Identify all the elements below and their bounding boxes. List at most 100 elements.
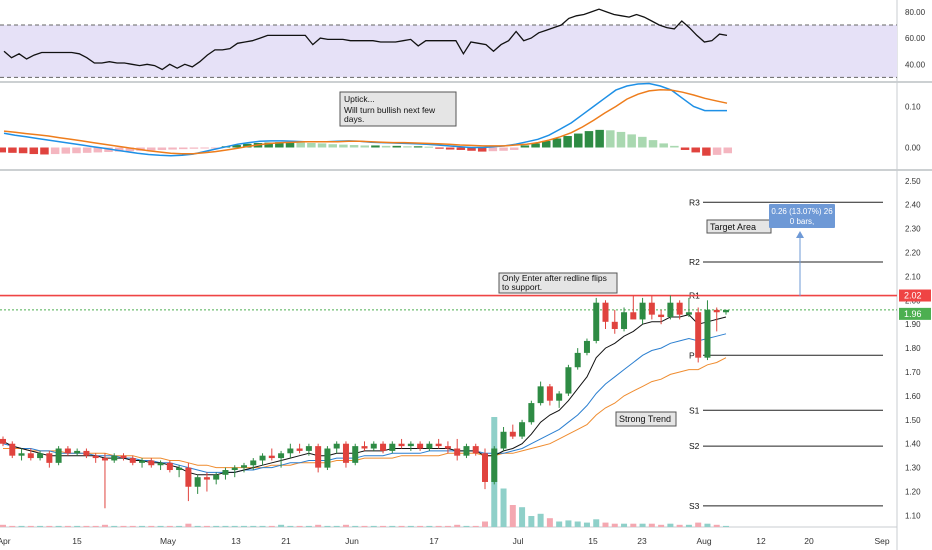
volume-bar [519,507,526,527]
volume-bar [185,523,192,527]
price-tick-label: 1.50 [905,416,921,425]
candle-body [667,302,674,318]
macd-histogram-bar [467,147,476,151]
volume-bar [463,525,470,527]
macd-histogram-bar [509,147,519,150]
time-tick-label: 15 [72,536,82,546]
strong-trend-note[interactable]: Strong Trend [615,411,677,427]
volume-bar [398,525,405,527]
candle-body [0,438,6,444]
measure-tool[interactable]: 0.26 (13.07%) 26 0 bars, [769,204,835,296]
candle-body [203,477,210,480]
volume-bar [723,525,729,527]
macd-histogram-bar [520,145,530,148]
macd-histogram-bar [146,147,156,151]
strong-trend-label: Strong Trend [619,414,671,424]
time-tick-label: 12 [756,536,766,546]
volume-bar [435,525,442,527]
macd-histogram-bar [285,142,295,148]
last-price-tag: 1.96 [899,307,931,320]
candle-body [583,340,590,353]
volume-bar [259,525,266,527]
macd-histogram-bar [29,147,39,155]
volume-bar [352,525,359,527]
candle-body [194,477,201,487]
pivot-label-r2: R2 [689,257,700,267]
macd-histogram-bar [371,145,380,148]
candle-body [361,446,368,449]
macd-note[interactable]: Uptick... Will turn bullish next few day… [339,91,457,128]
volume-bar [528,516,535,527]
candle-body [537,386,544,404]
candle-body [27,453,34,459]
time-tick-label: 21 [281,536,291,546]
macd-histogram-bar [670,145,679,148]
volume-bar [27,525,34,527]
macd-histogram-bar [531,143,540,148]
candle-body [472,446,479,454]
volume-bar [704,523,711,527]
macd-histogram-bar [307,142,316,148]
price-tick-label: 1.30 [905,464,921,473]
macd-histogram-bar [114,147,124,152]
candle-body [296,448,303,451]
candle-body [315,446,322,468]
candle-body [528,403,535,423]
volume-bar [621,523,628,527]
time-tick-label: Apr [0,536,11,546]
macd-histogram-bar [360,145,369,148]
macd-histogram-bar [93,147,103,153]
candle-body [185,467,192,487]
macd-histogram-bar [61,147,71,154]
volume-bar [342,524,349,527]
volume-bar [556,521,563,527]
price-tick-label: 1.10 [905,511,921,520]
volume-bar [139,525,146,527]
rsi-band [0,24,897,78]
candle-body [444,446,451,449]
macd-histogram-bar [659,143,668,148]
volume-bar [315,524,322,527]
volume-bar [129,525,136,527]
candle-body [565,367,572,394]
candle-body [101,458,108,461]
candle-body [148,460,155,466]
time-tick-label: 13 [231,536,241,546]
macd-histogram-bar [296,142,305,148]
candle-body [407,443,414,447]
macd-histogram-bar [275,142,284,148]
time-axis: Apr 15 May 13 21 Jun 17 Jul 15 23 Aug 12 20 Sep [0,536,890,546]
volume-bar [74,525,81,527]
entry-note[interactable]: Only Enter after redline flips to suppor… [498,272,618,294]
macd-histogram-bar [606,130,615,148]
price-tick-label: 2.30 [905,225,921,234]
candle-body [64,448,71,454]
target-area-label: Target Area [710,222,756,232]
candle-body [398,443,405,447]
candle-body [648,302,655,315]
candle-body [454,448,461,456]
volume-bar [380,525,387,527]
volume-bar [444,525,451,527]
macd-histogram-bar [403,146,412,148]
candle-body [704,309,711,358]
rsi-pane[interactable]: 80.00 60.00 40.00 [0,8,926,78]
volume-bar [602,522,609,527]
pivot-label-s3: S3 [689,501,700,511]
macd-histogram-bar [456,147,466,150]
candle-body [268,455,275,459]
macd-histogram-bar [179,147,188,150]
macd-pane[interactable]: 0.10 0.00 Uptick... Will turn bullish nex… [0,82,921,157]
candle-body [463,446,470,456]
candle-body [287,448,294,454]
volume-bar [537,513,544,527]
target-area-note[interactable]: Target Area [706,219,772,234]
volume-bar [685,524,692,527]
candle-body [129,458,136,463]
macd-histogram-bar [680,147,690,150]
candle-body [352,446,359,463]
candle-body [259,455,266,461]
macd-histogram-bar [445,147,455,150]
